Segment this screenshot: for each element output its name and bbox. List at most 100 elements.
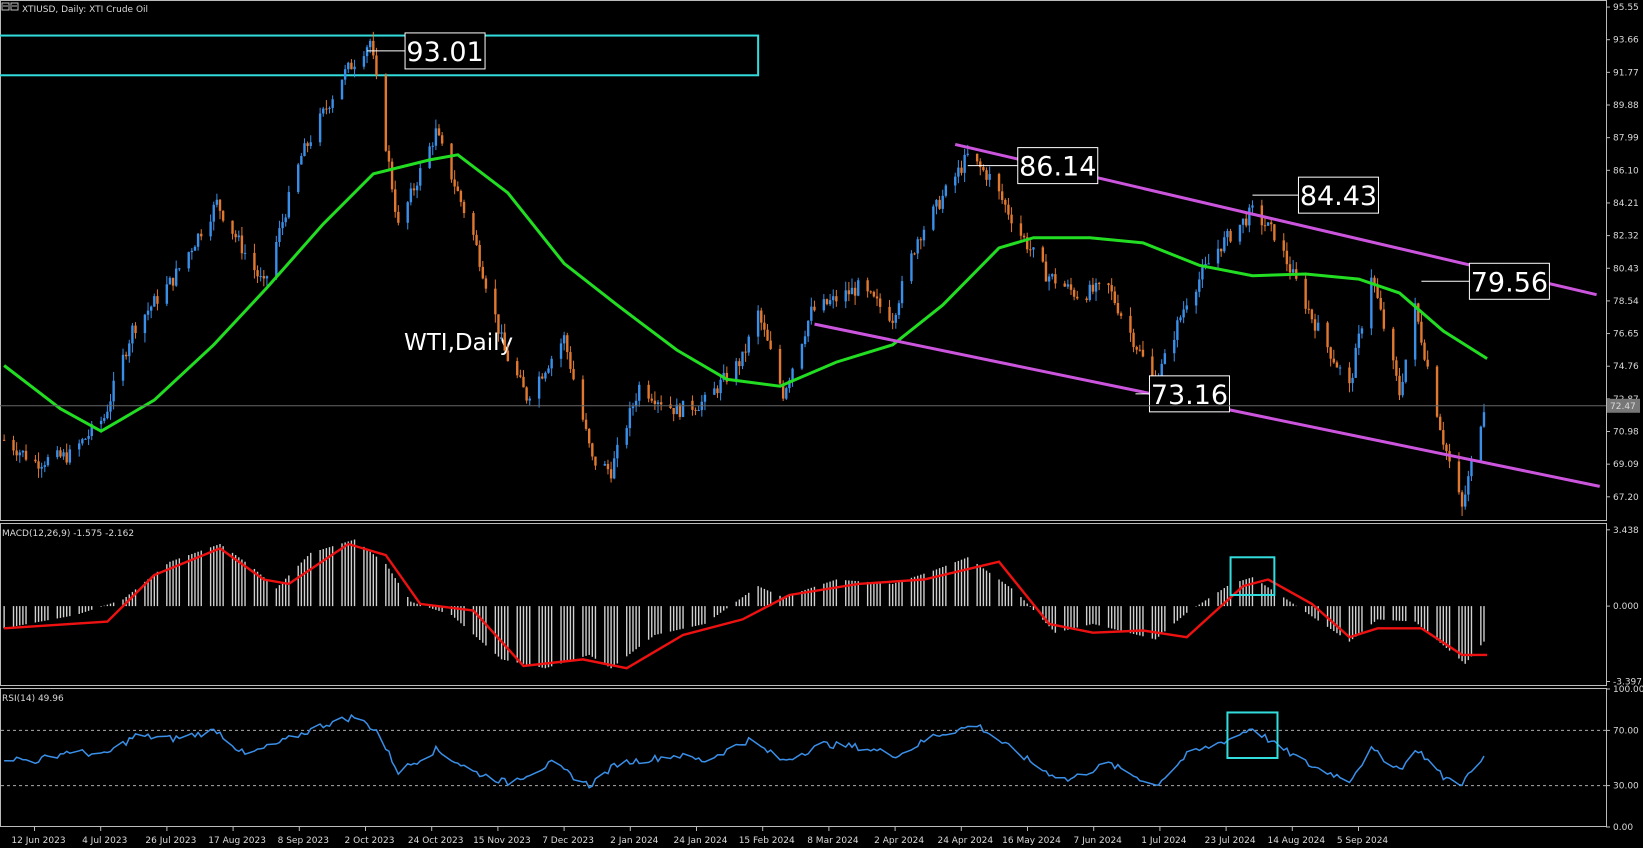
x-tick-label: 15 Nov 2023 [473, 836, 531, 846]
moving-average-line [3, 153, 1488, 433]
candle [559, 338, 563, 368]
y-tick-label: 87.99 [1613, 134, 1639, 144]
x-tick-label: 7 Dec 2023 [542, 836, 594, 846]
candle [866, 277, 869, 298]
candle [634, 393, 638, 412]
candle [544, 371, 547, 382]
candle [1398, 367, 1401, 400]
x-tick-label: 1 Jul 2024 [1141, 836, 1186, 846]
candle [1270, 220, 1273, 232]
candle [1182, 301, 1185, 324]
candle [1329, 346, 1332, 367]
candle [221, 210, 225, 223]
candle [910, 250, 913, 284]
y-tick-label: 70.00 [1613, 726, 1639, 736]
candle [1032, 247, 1035, 258]
price-candles [2, 31, 1486, 516]
candle [888, 299, 891, 323]
candle [1479, 425, 1483, 463]
candle [412, 183, 416, 196]
candle [15, 442, 18, 461]
candle [1464, 485, 1467, 510]
candle [87, 429, 90, 445]
candle [675, 398, 678, 415]
candle [1063, 280, 1066, 288]
candle [90, 421, 93, 441]
symbol-icon [1, 2, 19, 11]
candle [822, 294, 826, 313]
candle [475, 230, 478, 246]
rsi-highlight-box [1226, 711, 1279, 760]
candle [212, 201, 215, 231]
candle [494, 279, 497, 323]
y-tick-label: 86.10 [1613, 166, 1639, 176]
candle [1116, 294, 1120, 316]
x-tick-label: 2 Oct 2023 [345, 836, 395, 846]
candle [168, 276, 172, 285]
candle [1326, 321, 1329, 353]
candle [1370, 269, 1373, 336]
candle [681, 400, 685, 418]
candle [828, 293, 832, 307]
x-tick-label: 4 Jul 2023 [82, 836, 127, 846]
candle [897, 300, 901, 320]
candle [1482, 403, 1486, 428]
svg-text:86.14: 86.14 [1019, 152, 1096, 183]
candle [591, 442, 594, 461]
candle [347, 61, 350, 74]
y-tick-label: 0.00 [1613, 823, 1633, 833]
candle [1029, 240, 1032, 257]
macd-panel-frame [0, 523, 1607, 686]
candle [1051, 273, 1054, 280]
rsi-panel-title: RSI(14) 49.96 [2, 694, 64, 704]
candle [297, 162, 300, 194]
candle [803, 330, 807, 348]
candle [459, 189, 463, 207]
rsi-line [4, 713, 1485, 789]
candle [1348, 362, 1351, 393]
candle [215, 193, 219, 208]
candle [306, 141, 309, 153]
candle [1066, 279, 1070, 289]
candle [1113, 286, 1117, 306]
candle [1316, 315, 1320, 332]
candle [963, 148, 966, 183]
candle [566, 332, 569, 360]
candle [506, 344, 510, 362]
svg-text:93.01: 93.01 [406, 37, 483, 68]
candle [65, 443, 68, 465]
candle [278, 220, 281, 247]
candle [1054, 268, 1057, 289]
candle [1379, 290, 1382, 311]
candle [1435, 365, 1439, 418]
candle [1132, 328, 1135, 353]
candle [18, 449, 21, 463]
candle [625, 425, 628, 449]
x-tick-label: 7 Jun 2024 [1073, 836, 1122, 846]
candle [587, 427, 591, 448]
price-label: 93.01 [367, 32, 486, 70]
candle [1413, 297, 1417, 367]
candle [944, 183, 948, 198]
candle [569, 346, 572, 374]
y-tick-label: 89.88 [1613, 101, 1639, 111]
candle [1354, 343, 1357, 379]
candle [303, 138, 306, 157]
resistance-zone-box [0, 34, 760, 77]
y-tick-label: 0.000 [1613, 602, 1639, 612]
candle [59, 447, 62, 458]
candle [12, 435, 15, 456]
candle [957, 160, 960, 184]
candle [149, 305, 153, 319]
candle [800, 343, 804, 371]
candle [719, 374, 722, 401]
candle [697, 405, 700, 412]
candle [659, 395, 663, 411]
candle [872, 290, 876, 298]
candle [394, 180, 397, 218]
candle [178, 267, 181, 272]
candle [835, 289, 838, 307]
candle [134, 322, 137, 339]
candle [362, 51, 366, 70]
chart-watermark: WTI,Daily [404, 330, 513, 356]
